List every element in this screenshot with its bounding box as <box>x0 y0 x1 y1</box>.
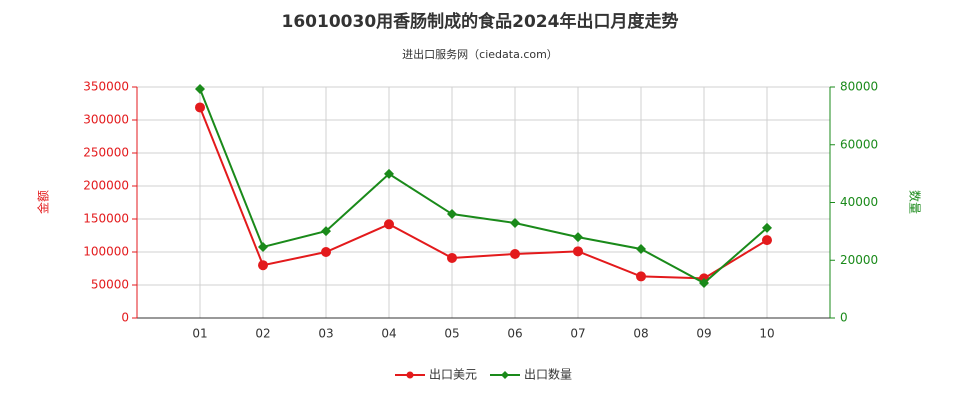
x-tick-label: 08 <box>633 327 648 341</box>
x-tick-label: 02 <box>255 327 270 341</box>
data-point <box>258 241 268 252</box>
legend-label: 出口数量 <box>524 367 572 382</box>
y2-tick-label: 60000 <box>840 137 878 151</box>
y-tick-label: 250000 <box>83 146 129 160</box>
y-tick-label: 350000 <box>83 80 129 94</box>
x-tick-label: 10 <box>759 327 774 341</box>
data-point <box>384 219 394 230</box>
y2-tick-label: 80000 <box>840 80 878 94</box>
data-point <box>636 271 646 282</box>
data-point <box>258 260 268 271</box>
data-point <box>573 246 583 257</box>
x-tick-label: 06 <box>507 327 522 341</box>
y-tick-label: 100000 <box>83 245 129 259</box>
x-tick-label: 07 <box>570 327 585 341</box>
data-point <box>573 232 583 243</box>
legend-marker <box>406 371 414 379</box>
legend-marker <box>501 371 509 379</box>
series-line <box>199 107 768 280</box>
y-tick-label: 200000 <box>83 179 129 193</box>
series-line <box>199 88 768 285</box>
y-tick-label: 0 <box>121 311 129 325</box>
y-tick-label: 150000 <box>83 212 129 226</box>
legend-label: 出口美元 <box>429 368 477 382</box>
data-point <box>762 222 772 233</box>
data-point <box>447 252 457 263</box>
y2-tick-label: 40000 <box>840 195 878 209</box>
data-point <box>510 248 520 259</box>
data-point <box>636 243 646 254</box>
x-tick-label: 04 <box>381 327 396 341</box>
data-point <box>321 226 331 237</box>
y2-tick-label: 0 <box>840 311 848 325</box>
y-axis-label: 金额 <box>36 190 51 214</box>
data-point <box>762 235 772 246</box>
y-tick-label: 300000 <box>83 113 129 127</box>
data-point <box>195 102 205 113</box>
data-point <box>699 278 709 289</box>
y-tick-label: 50000 <box>91 278 129 292</box>
chart-title: 16010030用香肠制成的食品2024年出口月度走势 <box>282 11 679 32</box>
data-point <box>384 168 394 179</box>
x-tick-label: 01 <box>192 327 207 341</box>
data-point <box>195 84 205 95</box>
data-point <box>321 247 331 257</box>
data-point <box>510 218 520 229</box>
x-tick-label: 03 <box>318 327 333 341</box>
chart-subtitle: 进出口服务网（ciedata.com） <box>402 47 558 61</box>
y2-axis-label: 数量 <box>908 190 923 214</box>
x-tick-label: 05 <box>444 327 459 341</box>
data-point <box>447 209 457 220</box>
y2-tick-label: 20000 <box>840 253 878 267</box>
x-tick-label: 09 <box>696 327 711 341</box>
